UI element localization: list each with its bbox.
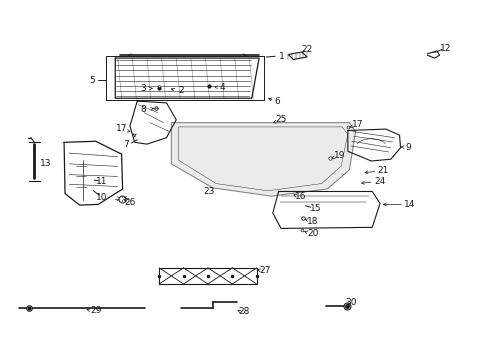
Text: 22: 22 [301, 45, 312, 54]
Text: 14: 14 [403, 200, 414, 209]
Text: 2: 2 [178, 86, 183, 95]
Text: 27: 27 [259, 266, 271, 275]
Text: 17: 17 [352, 120, 363, 129]
Text: 23: 23 [203, 187, 215, 196]
Text: 7: 7 [123, 140, 129, 149]
Text: 1: 1 [279, 52, 285, 61]
Text: 3: 3 [140, 84, 145, 93]
Text: 24: 24 [374, 176, 385, 185]
Text: 8: 8 [141, 105, 146, 114]
Text: 16: 16 [294, 192, 305, 201]
Text: 18: 18 [306, 217, 318, 226]
Text: 28: 28 [238, 307, 250, 316]
Text: 19: 19 [333, 152, 345, 161]
Text: 9: 9 [404, 143, 410, 152]
Text: 11: 11 [96, 177, 108, 186]
Text: 25: 25 [275, 115, 286, 124]
Text: 10: 10 [96, 193, 108, 202]
Text: 17: 17 [116, 124, 127, 133]
Text: 13: 13 [40, 159, 51, 168]
Polygon shape [171, 123, 355, 196]
Text: 29: 29 [90, 306, 101, 315]
Text: 26: 26 [124, 198, 135, 207]
Text: 12: 12 [439, 44, 450, 53]
Text: 5: 5 [89, 76, 95, 85]
Text: 20: 20 [306, 229, 318, 238]
Text: 6: 6 [274, 96, 280, 105]
Text: 30: 30 [345, 298, 356, 307]
Text: 4: 4 [219, 83, 225, 92]
Text: 21: 21 [377, 166, 388, 175]
Text: 15: 15 [309, 204, 320, 213]
